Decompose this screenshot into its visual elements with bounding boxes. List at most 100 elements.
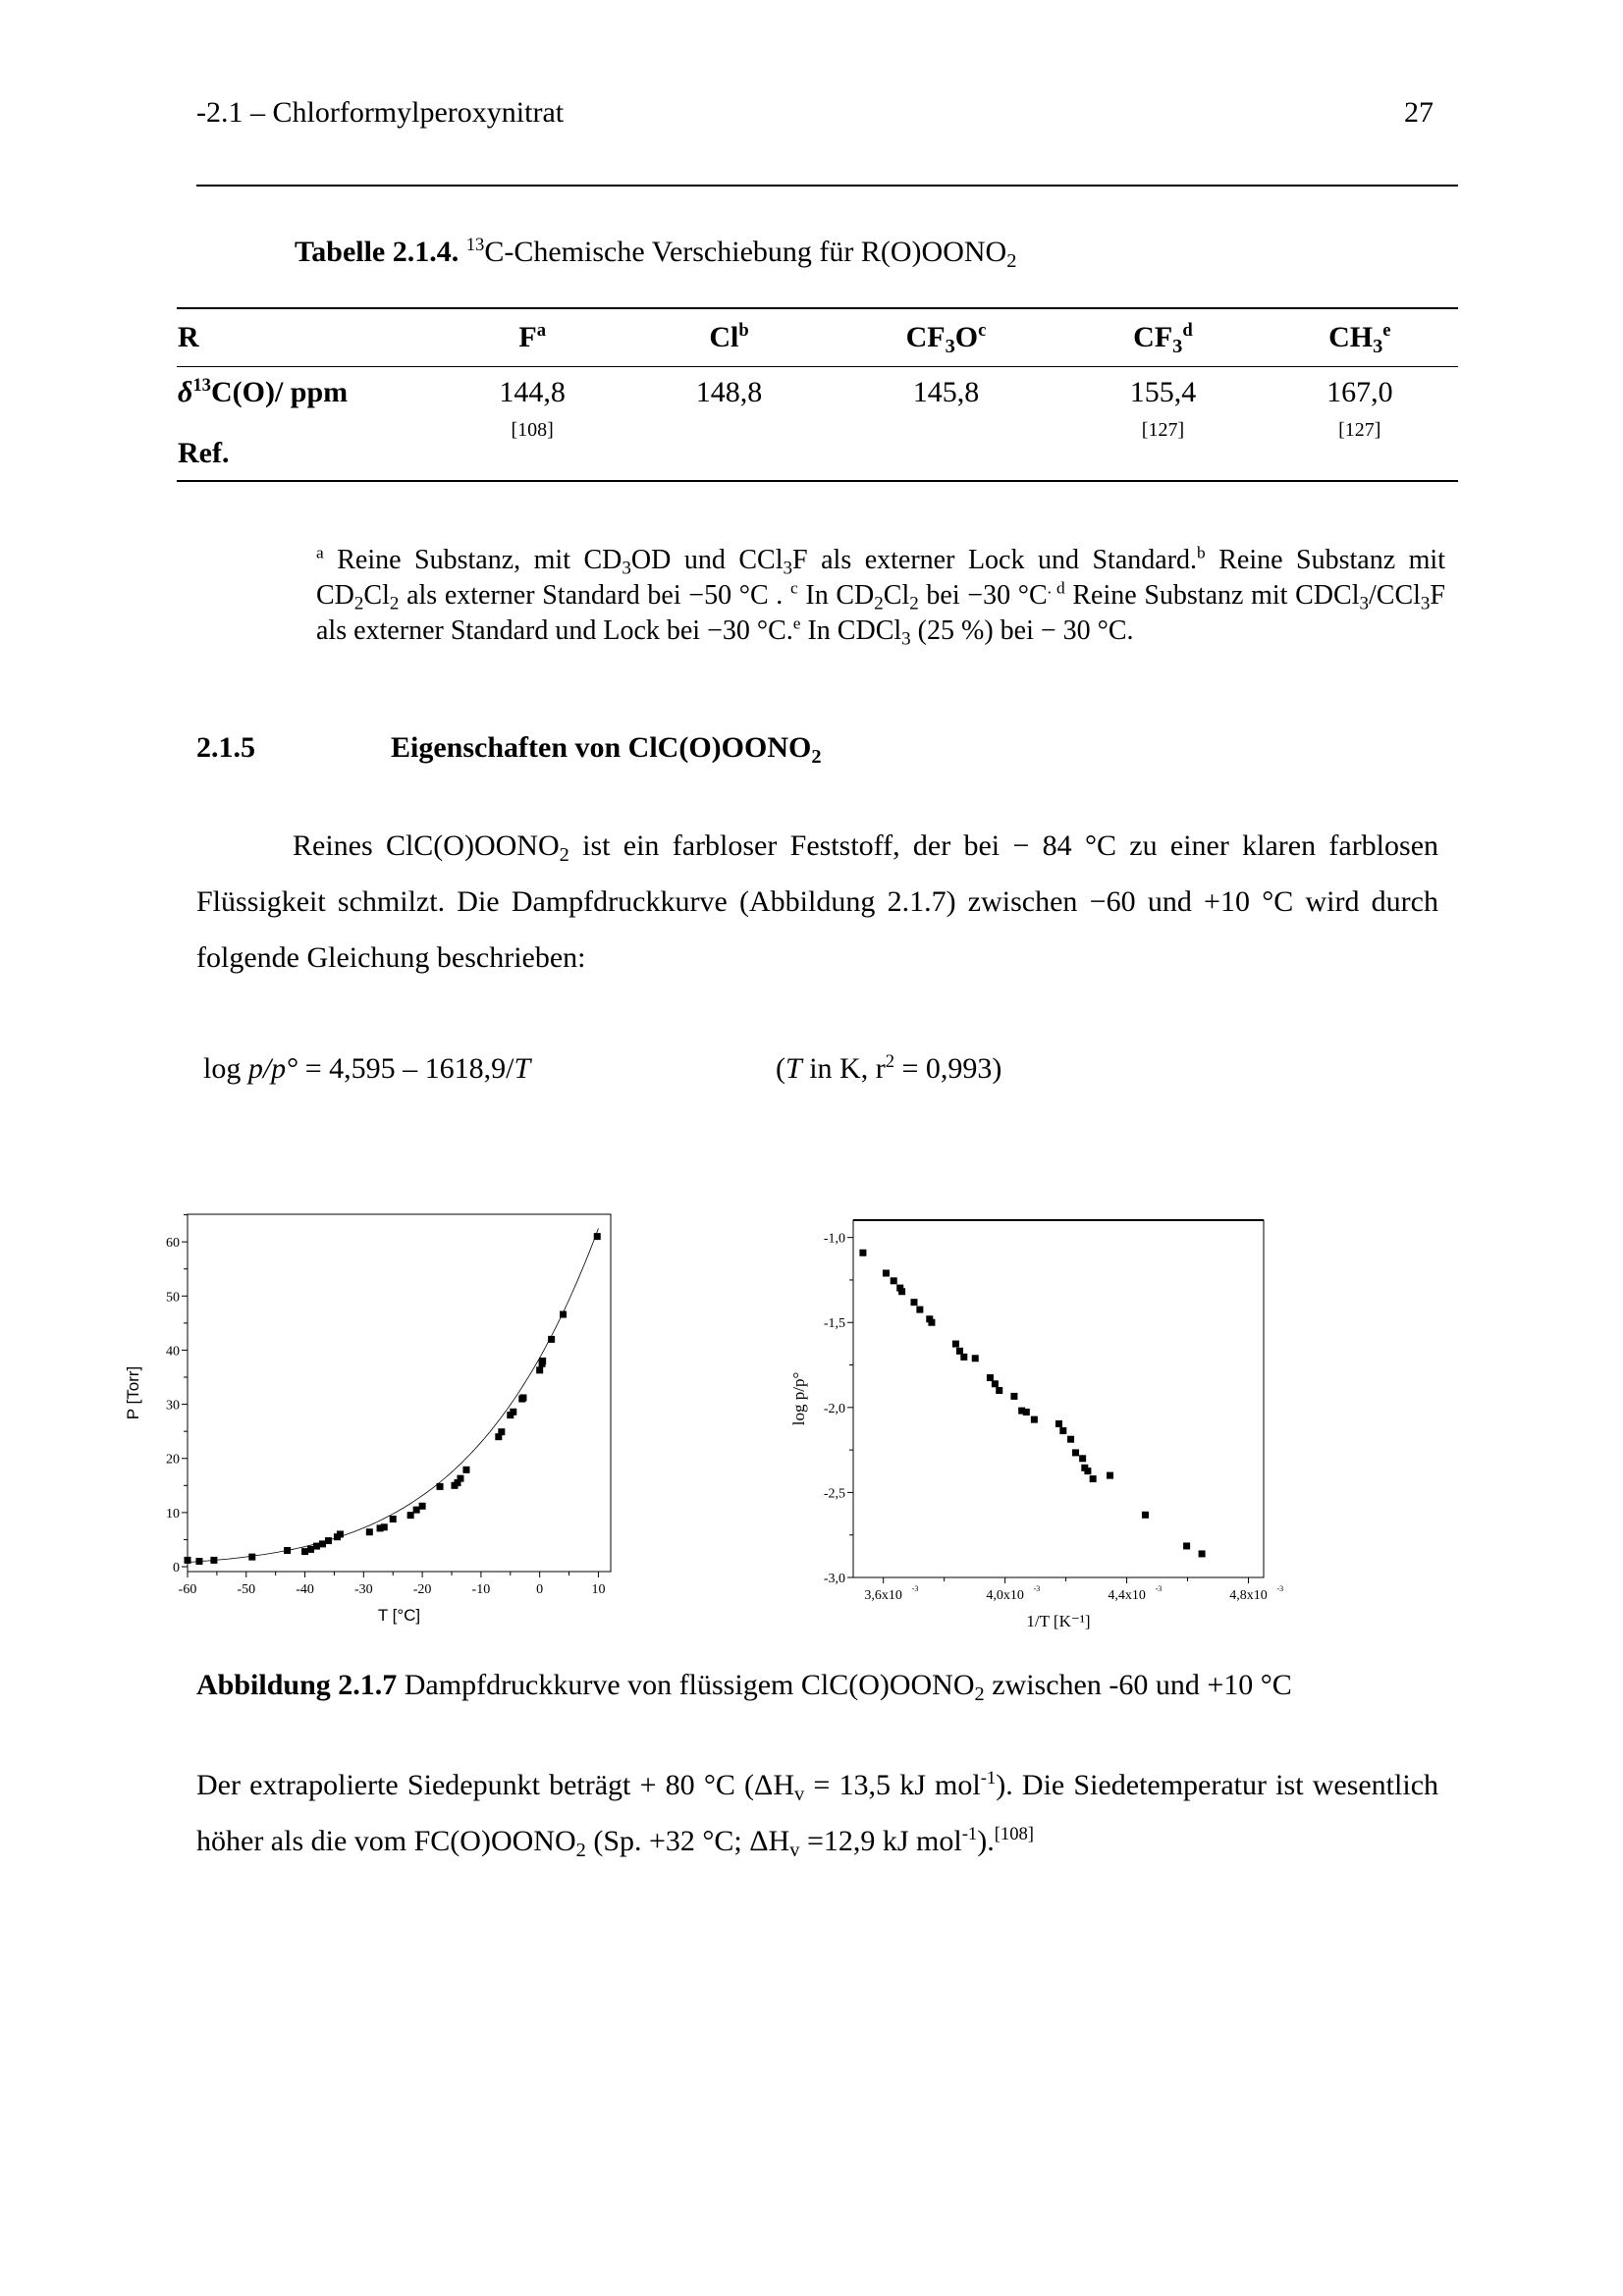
data-point [971,1355,979,1362]
y-tick-label: -2,0 [824,1402,845,1416]
nmr-shift-table: R Fa Clb CF3Oc CF3d CH3e δ13C(O)/ ppm 144,8 14… [177,307,1458,482]
data-point [457,1474,464,1482]
fn-sub: 3 [783,558,793,579]
x-tick-label: -10 [472,1582,491,1597]
citation-ref: [108] [994,1823,1034,1844]
caption-text: C-Chemische Verschiebung für R(O)OONO [484,236,1007,268]
data-point [1084,1468,1092,1475]
plot-frame [852,1219,1265,1578]
data-point [1022,1409,1030,1416]
paragraph-boiling-point: Der extrapolierte Siedepunkt beträgt + 8… [196,1757,1438,1869]
data-point [1030,1415,1038,1423]
para-sub: v [794,1784,805,1806]
data-point [365,1528,373,1536]
figure-label: Abbildung 2.1.7 [196,1669,398,1701]
ref-value [828,418,1065,481]
table-row-shift: δ13C(O)/ ppm 144,8 148,8 145,8 155,4 167,0 [177,367,1458,418]
x-tick-label: 0 [536,1582,543,1597]
y-tick-label: 50 [166,1290,180,1305]
data-point [406,1512,414,1520]
col-sup: a [536,319,546,341]
caption-text: Dampfdruckkurve von flüssigem ClC(O)OONO [397,1669,975,1701]
data-point [548,1335,556,1343]
data-point [380,1523,388,1531]
header-rule [196,185,1458,187]
para-text: =12,9 kJ mol [799,1825,962,1857]
ref-value [630,418,827,481]
caption-sub: 2 [974,1683,985,1706]
fn-text: Reine Substanz, mit CD [323,545,622,575]
data-point [301,1548,309,1556]
y-tick-label: 30 [166,1399,180,1414]
para-sub: v [789,1840,800,1862]
y-tick-label: -3,0 [824,1572,845,1586]
data-point [882,1269,890,1277]
para-text: Reines ClC(O)OONO [293,829,560,862]
data-point [859,1249,867,1256]
data-point [1055,1419,1062,1427]
col-sup: d [1182,319,1193,341]
eq-part: 2 [885,1050,894,1072]
data-point [539,1357,547,1364]
y-tick-label: -1,5 [824,1316,845,1331]
data-point [336,1530,344,1538]
ref-value: [108] [434,418,630,481]
data-point [951,1340,959,1348]
para-sub: 2 [575,1840,586,1862]
equation-conditions: (T in K, r2 = 0,993) [776,1052,1001,1086]
data-point [412,1506,420,1514]
fn-text: Reine Substanz mit CD [316,545,1445,611]
eq-part: in K, r [801,1052,886,1085]
fn-text: In CD [797,580,875,611]
x-tick-label: -40 [296,1582,314,1597]
x-tick-label: 4,4x10 [1108,1588,1146,1603]
data-point [996,1387,1003,1395]
fn-sub: 3 [901,628,911,650]
fn-mark-a: a [316,543,324,562]
y-tick-label: 10 [166,1507,180,1522]
fn-text: F als externer Standard und Lock bei −30… [316,580,1445,646]
fn-text: /CCl [1368,580,1421,611]
shift-value: 148,8 [695,375,763,408]
x-axis-label: T [°C] [378,1606,420,1625]
fn-text: Cl [363,580,390,611]
fn-text: Reine Substanz mit CDCl [1064,580,1360,611]
data-point [986,1374,994,1382]
data-point [210,1556,218,1564]
col-sup: e [1382,319,1391,341]
fn-mark-d: . d [1047,578,1065,598]
row-label-shift: δ13C(O)/ ppm [177,367,434,418]
data-point [498,1428,506,1436]
page-number: 27 [1404,96,1434,129]
table-footnotes: a Reine Substanz, mit CD3OD und CCl3F al… [316,543,1445,649]
fn-text: als externer Standard bei −50 °C . [399,580,790,611]
col-base: CF [905,321,946,353]
label-sup: 13 [192,374,211,396]
shift-value: 167,0 [1326,375,1393,408]
x-tick-label: 4,0x10 [986,1588,1024,1603]
para-text: ). Die Siedetemperatur ist wesentlich hö… [196,1769,1439,1857]
data-point [1107,1471,1114,1479]
col-base: R [178,321,199,353]
col-sub: 3 [1172,336,1183,358]
eq-part: T [514,1052,531,1085]
column-header: R [177,308,434,367]
col-base: F [518,321,537,353]
x-tick-exponent: -3 [1156,1584,1163,1593]
data-point [284,1546,292,1554]
data-point [1067,1435,1075,1443]
y-tick-label: 20 [166,1453,180,1468]
x-tick-label: -60 [179,1582,197,1597]
row-label-ref: Ref. [178,436,230,469]
fn-text: bei −30 °C [918,580,1048,611]
data-point [955,1347,963,1355]
fn-sub: 3 [1359,593,1369,614]
fn-sub: 2 [874,593,884,614]
data-point [324,1537,332,1545]
log-pressure-chart: 3,6x10 -3 4,0x10 -3 4,4x10 -3 4,8x10 -3 -1,0 -1,5… [785,1207,1283,1630]
data-point [1079,1455,1087,1463]
column-header: CH3e [1261,308,1458,367]
eq-part: log [203,1052,248,1085]
column-header: CF3Oc [827,308,1065,367]
